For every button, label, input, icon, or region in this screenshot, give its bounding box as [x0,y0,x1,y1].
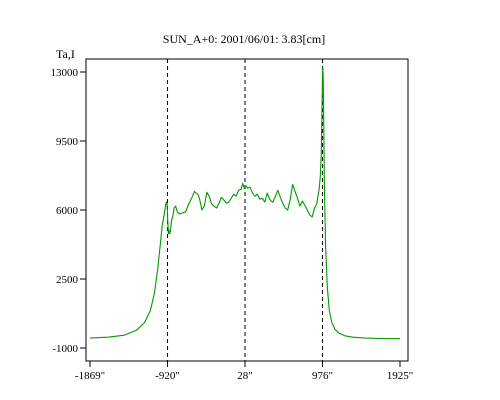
x-tick-label-4: 1925" [387,370,414,382]
series-group [89,66,401,340]
chart-title: SUN_A+0: 2001/06/01: 3.83[cm] [163,32,325,46]
y-tick-label-3: 9500 [56,136,79,148]
marker-lines [167,59,323,361]
y-axis-label: Ta,I [56,47,75,61]
x-tick-label-0: -1869" [75,370,105,382]
x-tick-label-1: -920" [155,370,180,382]
y-axis: -1000 2500 6000 9500 13000 [51,67,86,355]
y-tick-label-2: 6000 [56,205,79,217]
x-axis: -1869" -920" 28" 976" 1925" [75,361,413,382]
y-tick-label-4: 13000 [51,67,79,79]
x-tick-label-3: 976" [312,370,333,382]
y-tick-label-0: -1000 [52,343,78,355]
series-line-0 [89,66,401,340]
x-tick-label-2: 28" [237,370,253,382]
y-tick-label-1: 2500 [56,274,79,286]
plot-frame [85,58,409,362]
